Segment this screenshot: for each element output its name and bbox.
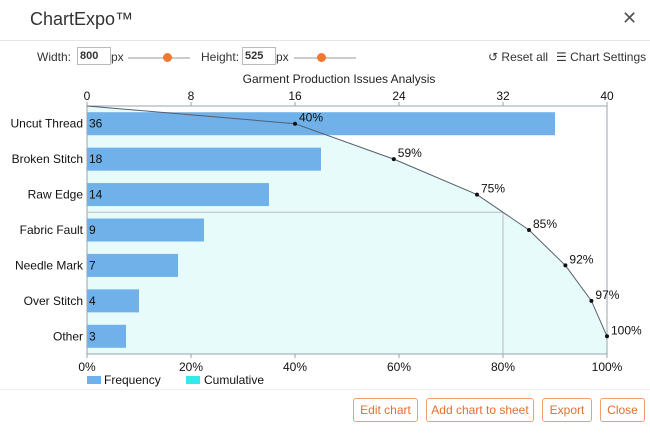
edit-chart-button[interactable]: Edit chart — [353, 398, 418, 422]
cumulative-label: 59% — [398, 146, 422, 160]
frequency-bar — [87, 324, 126, 348]
chart-settings-label: Chart Settings — [570, 50, 647, 64]
cumulative-point — [527, 228, 531, 232]
close-button[interactable]: Close — [600, 398, 645, 422]
bar-value-label: 4 — [89, 294, 96, 308]
bar-value-label: 36 — [89, 117, 103, 131]
cumulative-point — [391, 157, 396, 162]
category-label: Needle Mark — [15, 258, 84, 272]
top-axis-tick-label: 24 — [392, 89, 406, 103]
top-axis-tick-label: 16 — [288, 89, 302, 103]
cumulative-label: 75% — [481, 182, 505, 196]
bar-value-label: 7 — [89, 258, 96, 272]
category-label: Broken Stitch — [12, 152, 83, 166]
bar-value-label: 18 — [89, 152, 103, 166]
width-input[interactable]: 800 — [77, 47, 111, 65]
category-label: Other — [53, 329, 83, 343]
export-button[interactable]: Export — [542, 398, 592, 422]
add-chart-to-sheet-button[interactable]: Add chart to sheet — [426, 398, 534, 422]
cumulative-label: 40% — [299, 111, 323, 125]
cumulative-label: 92% — [569, 252, 593, 266]
footer-divider — [0, 389, 650, 390]
category-label: Uncut Thread — [11, 117, 84, 131]
frequency-bar — [87, 218, 204, 242]
bar-value-label: 9 — [89, 223, 96, 237]
top-axis-tick-label: 32 — [496, 89, 510, 103]
top-axis-tick-label: 0 — [84, 89, 91, 103]
pareto-chart: Garment Production Issues Analysis 36 Unc… — [11, 72, 643, 387]
frequency-bar — [87, 112, 555, 136]
bar-value-label: 3 — [89, 329, 96, 343]
close-icon[interactable]: ✕ — [622, 8, 638, 28]
cumulative-point — [563, 263, 568, 268]
legend-label-cumulative: Cumulative — [204, 373, 264, 387]
toolbar: Width: 800 px Height: 525 px ↺ Reset all… — [0, 44, 650, 70]
cumulative-point — [293, 121, 297, 126]
width-label: Width: — [37, 50, 72, 64]
width-unit: px — [111, 50, 124, 64]
legend-label-frequency: Frequency — [104, 373, 161, 387]
height-unit: px — [276, 50, 289, 64]
category-label: Raw Edge — [28, 188, 84, 202]
cumulative-label: 97% — [595, 288, 619, 302]
bottom-axis-tick-label: 60% — [387, 360, 411, 374]
bottom-axis-tick-label: 0% — [78, 360, 96, 374]
height-slider-knob[interactable] — [317, 53, 326, 62]
dialog-header: ChartExpo™ ✕ — [0, 0, 650, 41]
cumulative-point — [589, 298, 594, 303]
reset-all-button[interactable]: ↺ Reset all — [488, 50, 548, 64]
cumulative-line — [86, 105, 608, 337]
chart-title: Garment Production Issues Analysis — [243, 72, 436, 86]
chart-settings-button[interactable]: ☰ Chart Settings — [556, 50, 646, 64]
frequency-bar — [87, 183, 269, 207]
width-slider[interactable] — [128, 53, 190, 62]
category-label: Fabric Fault — [20, 223, 84, 237]
cumulative-point — [475, 192, 479, 197]
category-label: Over Stitch — [24, 294, 83, 308]
height-slider[interactable] — [294, 53, 356, 62]
sliders-icon: ☰ — [556, 50, 567, 64]
bottom-axis-tick-label: 40% — [283, 360, 307, 374]
top-axis-tick-label: 40 — [600, 89, 614, 103]
reset-all-label: Reset all — [501, 50, 549, 64]
bar-value-label: 14 — [89, 188, 103, 202]
frequency-bar — [87, 147, 321, 171]
height-input[interactable]: 525 — [242, 47, 276, 65]
top-axis-tick-label: 8 — [188, 89, 195, 103]
undo-icon: ↺ — [488, 50, 499, 64]
bottom-axis-tick-label: 80% — [491, 360, 515, 374]
frequency-bar — [87, 289, 139, 313]
width-slider-knob[interactable] — [163, 53, 172, 62]
app-title: ChartExpo™ — [30, 9, 134, 29]
frequency-bar — [87, 253, 178, 277]
height-label: Height: — [201, 50, 240, 64]
cumulative-label: 100% — [611, 323, 642, 337]
legend-swatch-frequency — [87, 376, 101, 384]
cumulative-point — [605, 334, 609, 339]
cumulative-label: 85% — [533, 217, 557, 231]
bottom-axis-tick-label: 100% — [592, 360, 623, 374]
bottom-axis-tick-label: 20% — [179, 360, 203, 374]
legend-swatch-cumulative — [186, 376, 200, 384]
